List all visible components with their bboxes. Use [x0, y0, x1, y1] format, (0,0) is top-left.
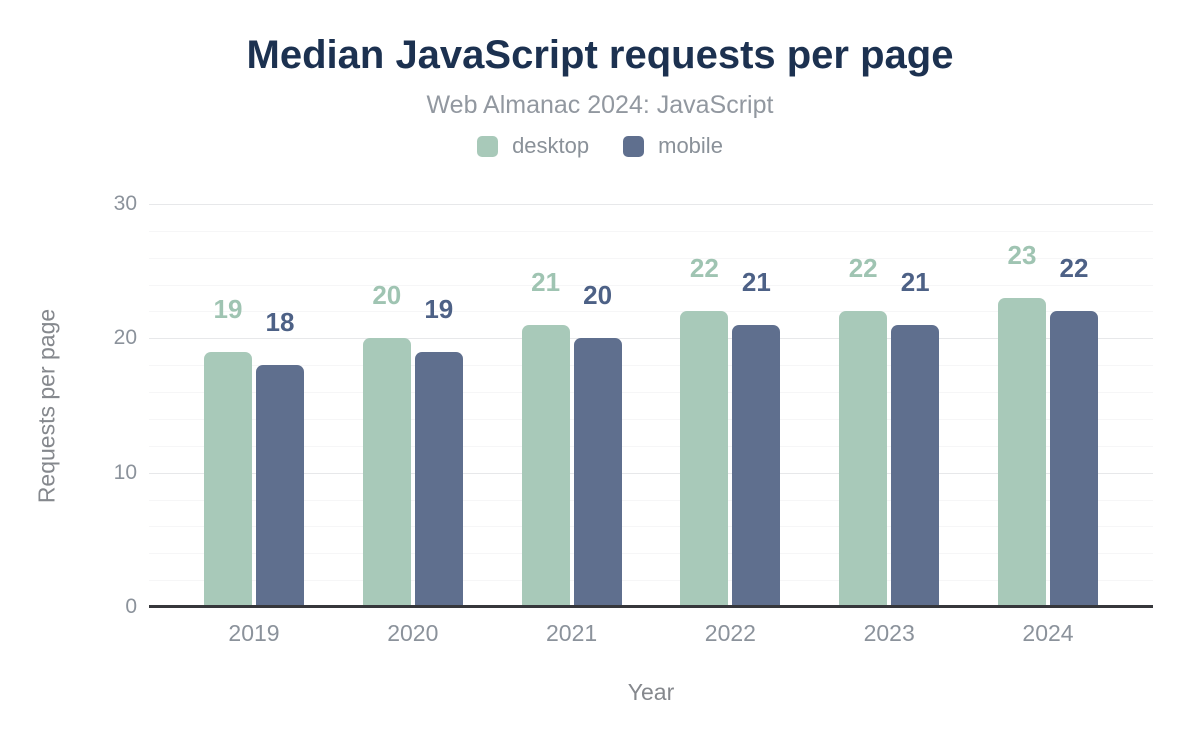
- y-tick-label-30: 30: [113, 192, 137, 215]
- chart-subtitle: Web Almanac 2024: JavaScript: [426, 91, 774, 119]
- x-tick-label-2019: 2019: [228, 620, 280, 646]
- x-axis-title: Year: [627, 679, 675, 705]
- bar-desktop-2020[interactable]: 20: [362, 282, 411, 607]
- legend-item-mobile[interactable]: mobile: [623, 133, 723, 159]
- x-axis-baseline: [149, 605, 1153, 608]
- legend-label-desktop: desktop: [512, 133, 590, 158]
- bar-value-desktop-2019: 19: [213, 293, 243, 324]
- chart-title: Median JavaScript requests per page: [246, 33, 954, 77]
- gridline-minor: [149, 553, 1153, 555]
- y-tick-label-0: 0: [125, 595, 137, 618]
- bar-value-mobile-2023: 21: [900, 266, 930, 297]
- bar-groups: 19 18 2019 20 19 2020 21 20 2021 22 21 2022 22 21 2023…: [149, 204, 1153, 646]
- bar-value-desktop-2022: 22: [689, 253, 719, 284]
- bar-desktop-2019[interactable]: 19: [204, 296, 252, 607]
- bar-value-mobile-2022: 21: [741, 266, 771, 297]
- gridline-minor: [149, 230, 1153, 232]
- bar-group-2020: 20 19 2020: [362, 282, 463, 646]
- gridline-minor: [149, 418, 1153, 420]
- y-tick-label-10: 10: [113, 460, 137, 484]
- bar-value-desktop-2024: 23: [1007, 240, 1037, 271]
- bar-mobile-2022[interactable]: 21: [732, 269, 781, 607]
- gridline-minor: [149, 445, 1153, 447]
- gridline-minor: [149, 311, 1153, 313]
- gridline-minor: [149, 499, 1153, 501]
- x-tick-label-2022: 2022: [704, 620, 756, 646]
- gridline-major: [149, 204, 1153, 205]
- bar-desktop-2023[interactable]: 22: [839, 255, 888, 607]
- bar-group-2024: 23 22 2024: [997, 242, 1098, 646]
- bar-mobile-2019[interactable]: 18: [256, 309, 304, 607]
- bar-group-2019: 19 18 2019: [204, 296, 304, 646]
- bar-value-mobile-2024: 22: [1059, 253, 1089, 284]
- plot-area: 0 10 20 30 19 18 2019 20 19 2020 21 20 2021 22 21 2022…: [114, 193, 1153, 646]
- bar-group-2022: 22 21 2022: [680, 255, 781, 646]
- bar-value-desktop-2021: 21: [531, 266, 561, 297]
- gridline-minor: [149, 526, 1153, 528]
- bar-group-2021: 21 20 2021: [521, 269, 622, 646]
- legend-label-mobile: mobile: [658, 133, 723, 158]
- bar-mobile-2023[interactable]: 21: [891, 269, 940, 607]
- bar-value-mobile-2021: 20: [583, 280, 613, 311]
- gridline-minor: [149, 392, 1153, 394]
- desktop-swatch-icon: [477, 135, 499, 157]
- gridline-minor: [149, 365, 1153, 367]
- x-tick-label-2023: 2023: [863, 620, 915, 646]
- bar-value-desktop-2023: 22: [848, 253, 878, 284]
- y-tick-label-20: 20: [113, 326, 137, 350]
- bar-desktop-2021[interactable]: 21: [521, 269, 570, 607]
- bar-desktop-2022[interactable]: 22: [680, 255, 729, 607]
- x-tick-label-2024: 2024: [1022, 620, 1074, 646]
- bar-group-2023: 22 21 2023: [839, 255, 940, 646]
- legend: desktop mobile: [0, 133, 1200, 159]
- mobile-swatch-icon: [623, 135, 645, 157]
- bar-desktop-2024[interactable]: 23: [997, 242, 1046, 607]
- gridline-major: [149, 472, 1153, 474]
- bar-value-mobile-2020: 19: [424, 293, 454, 324]
- gridline-minor: [149, 284, 1153, 286]
- bar-value-mobile-2019: 18: [265, 307, 295, 338]
- gridline-major: [149, 338, 1153, 340]
- bar-mobile-2020[interactable]: 19: [414, 296, 463, 607]
- x-tick-label-2021: 2021: [546, 620, 598, 646]
- gridline-minor: [149, 257, 1153, 259]
- legend-item-desktop[interactable]: desktop: [477, 133, 589, 159]
- bar-mobile-2021[interactable]: 20: [573, 282, 622, 607]
- x-tick-label-2020: 2020: [387, 620, 439, 646]
- y-axis-title: Requests per page: [33, 308, 60, 504]
- gridline-minor: [149, 580, 1153, 582]
- bar-value-desktop-2020: 20: [372, 280, 402, 311]
- bar-mobile-2024[interactable]: 22: [1049, 255, 1098, 607]
